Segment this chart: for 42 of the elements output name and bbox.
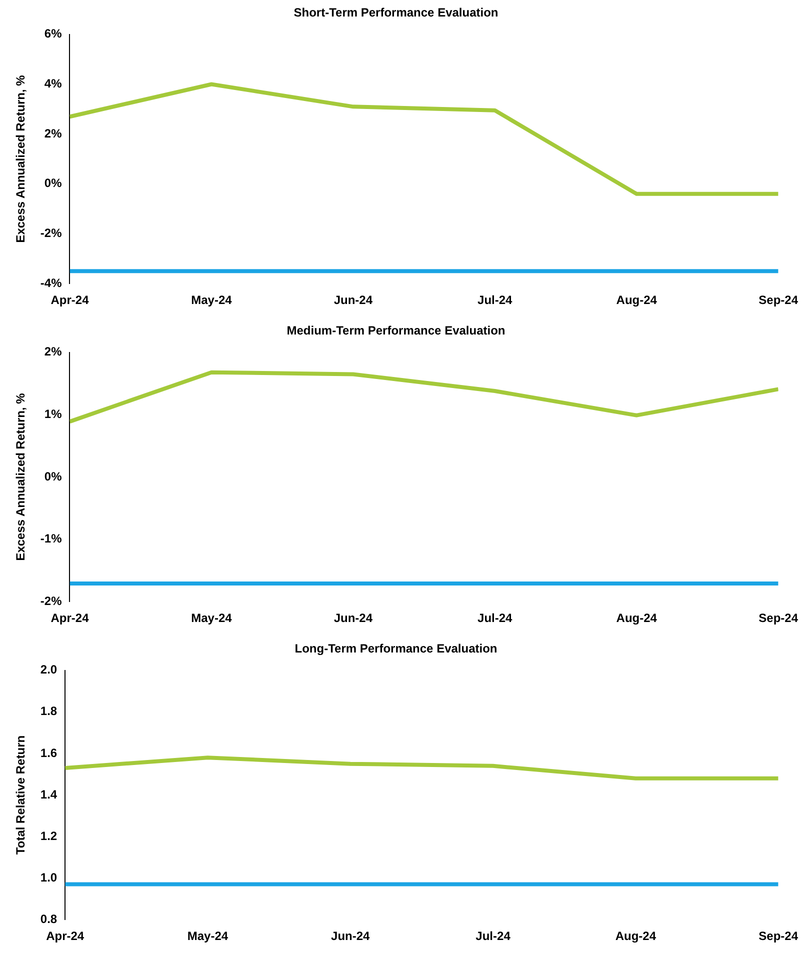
- y-tick-label: 6%: [44, 26, 62, 41]
- x-tick-label: Aug-24: [616, 293, 658, 308]
- x-tick-label: Sep-24: [758, 611, 798, 626]
- x-tick-label: Jul-24: [478, 611, 513, 626]
- chart-title: Long-Term Performance Evaluation: [294, 642, 498, 656]
- y-tick-label: 2%: [44, 344, 62, 359]
- x-tick-label: Apr-24: [50, 293, 90, 308]
- y-tick-label: -2%: [40, 594, 62, 608]
- y-tick-label: 4%: [44, 76, 62, 91]
- y-tick-label: 1.6: [40, 746, 58, 760]
- x-tick-label: May-24: [191, 611, 232, 626]
- x-tick-label: Apr-24: [46, 929, 84, 944]
- x-tick-label: Aug-24: [615, 929, 656, 944]
- x-tick-label: Jun-24: [334, 611, 373, 626]
- x-tick-label: Sep-24: [758, 293, 798, 308]
- y-axis-title: Excess Annualized Return, %: [14, 392, 28, 561]
- y-tick-label: 1%: [44, 407, 62, 422]
- y-tick-label: 2.0: [40, 662, 58, 677]
- y-tick-label: 1.4: [40, 787, 58, 802]
- chart-title: Short-Term Performance Evaluation: [294, 6, 498, 20]
- x-tick-label: Jun-24: [334, 293, 373, 308]
- y-tick-label: -1%: [40, 532, 62, 546]
- x-tick-label: Sep-24: [758, 929, 798, 944]
- y-tick-label: -2%: [40, 226, 62, 240]
- x-tick-label: Apr-24: [50, 611, 90, 626]
- x-tick-label: Aug-24: [616, 611, 658, 626]
- y-tick-label: 1.0: [40, 870, 58, 884]
- chart-title: Medium-Term Performance Evaluation: [286, 324, 506, 338]
- y-tick-label: 1.2: [40, 828, 58, 843]
- x-tick-label: May-24: [187, 929, 228, 944]
- y-axis-title: Excess Annualized Return, %: [14, 74, 28, 243]
- y-tick-label: -4%: [40, 276, 62, 290]
- y-axis-title: Total Relative Return: [14, 735, 28, 855]
- y-tick-label: 0%: [44, 469, 62, 484]
- x-tick-label: May-24: [191, 293, 232, 308]
- y-tick-label: 0%: [44, 176, 62, 190]
- y-tick-label: 0.8: [40, 912, 58, 926]
- x-tick-label: Jun-24: [331, 929, 370, 944]
- y-tick-label: 2%: [44, 126, 62, 140]
- y-tick-label: 1.8: [40, 704, 58, 718]
- x-tick-label: Jul-24: [476, 929, 511, 944]
- x-tick-label: Jul-24: [478, 293, 513, 308]
